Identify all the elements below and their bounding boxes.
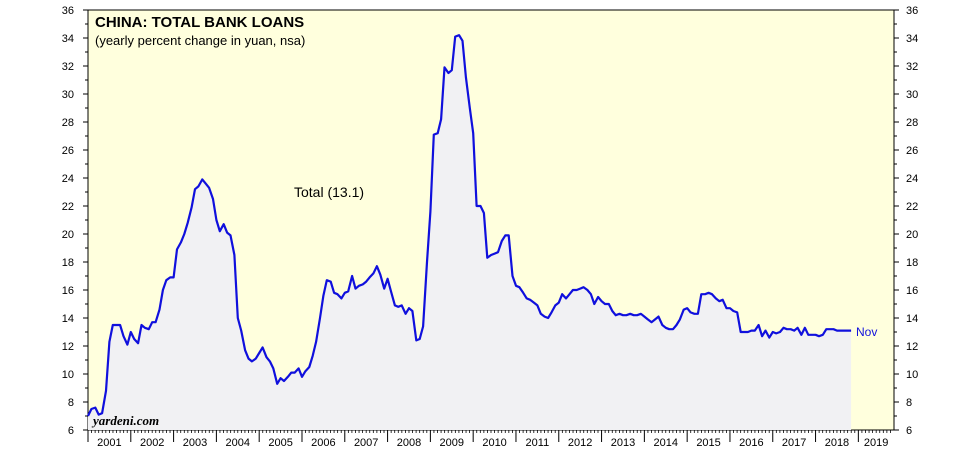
y-tick-label-left: 6 bbox=[68, 425, 74, 437]
x-tick-label: 2014 bbox=[654, 437, 678, 449]
x-tick-label: 2015 bbox=[696, 437, 720, 449]
x-tick-label: 2004 bbox=[226, 437, 250, 449]
y-tick-label-left: 12 bbox=[62, 341, 74, 353]
x-tick-label: 2013 bbox=[611, 437, 635, 449]
y-tick-label-left: 14 bbox=[62, 313, 74, 325]
x-tick-label: 2006 bbox=[311, 437, 335, 449]
y-tick-label-left: 30 bbox=[62, 89, 74, 101]
y-tick-label-left: 32 bbox=[62, 61, 74, 73]
y-tick-label-left: 10 bbox=[62, 369, 74, 381]
y-tick-label-right: 18 bbox=[906, 257, 918, 269]
y-tick-label-left: 8 bbox=[68, 397, 74, 409]
x-tick-label: 2008 bbox=[397, 437, 421, 449]
x-axis: 2001 2002 2003 2004 2005 2006 2007 2008 2009 2010… bbox=[87, 430, 891, 449]
y-tick-label-right: 14 bbox=[906, 313, 918, 325]
x-tick-label: 2002 bbox=[140, 437, 164, 449]
x-tick-label: 2016 bbox=[739, 437, 763, 449]
y-tick-label-right: 10 bbox=[906, 369, 918, 381]
y-tick-label-right: 12 bbox=[906, 341, 918, 353]
x-tick-label: 2007 bbox=[354, 437, 378, 449]
y-axis-left: 6 8 10 12 14 16 18 20 22 24 26 28 30 32 34 36 bbox=[62, 5, 88, 437]
y-tick-label-right: 16 bbox=[906, 285, 918, 297]
x-tick-label: 2017 bbox=[782, 437, 806, 449]
y-tick-label-left: 18 bbox=[62, 257, 74, 269]
source-logo: yardeni.com bbox=[91, 413, 159, 428]
y-tick-label-left: 28 bbox=[62, 117, 74, 129]
x-tick-label: 2018 bbox=[825, 437, 849, 449]
y-tick-label-right: 36 bbox=[906, 5, 918, 17]
y-tick-label-left: 34 bbox=[62, 33, 74, 45]
series-area bbox=[88, 35, 852, 430]
y-tick-label-right: 34 bbox=[906, 33, 918, 45]
y-tick-label-left: 24 bbox=[62, 173, 74, 185]
series-line bbox=[87, 34, 852, 417]
chart-title: CHINA: TOTAL BANK LOANS bbox=[95, 14, 304, 31]
series-annotation: Total (13.1) bbox=[294, 184, 364, 200]
y-tick-label-right: 8 bbox=[906, 397, 912, 409]
y-tick-label-right: 28 bbox=[906, 117, 918, 129]
y-tick-label-right: 26 bbox=[906, 145, 918, 157]
y-tick-label-left: 16 bbox=[62, 285, 74, 297]
x-tick-label: 2009 bbox=[440, 437, 464, 449]
last-value-label: Nov bbox=[856, 325, 877, 339]
chart-subtitle: (yearly percent change in yuan, nsa) bbox=[95, 33, 305, 48]
y-tick-label-right: 20 bbox=[906, 229, 918, 241]
x-tick-label: 2011 bbox=[526, 437, 550, 449]
x-tick-label: 2001 bbox=[97, 437, 121, 449]
x-tick-label: 2019 bbox=[864, 437, 888, 449]
y-tick-label-left: 20 bbox=[62, 229, 74, 241]
x-tick-label: 2005 bbox=[268, 437, 292, 449]
y-tick-label-left: 22 bbox=[62, 201, 74, 213]
y-tick-label-right: 6 bbox=[906, 425, 912, 437]
y-tick-label-left: 26 bbox=[62, 145, 74, 157]
y-tick-label-right: 30 bbox=[906, 89, 918, 101]
y-tick-label-right: 22 bbox=[906, 201, 918, 213]
y-tick-label-right: 24 bbox=[906, 173, 918, 185]
y-tick-label-right: 32 bbox=[906, 61, 918, 73]
y-axis-right: 6 8 10 12 14 16 18 20 22 24 26 28 30 32 34 36 bbox=[894, 5, 918, 437]
x-tick-label: 2010 bbox=[482, 437, 506, 449]
y-tick-label-left: 36 bbox=[62, 5, 74, 17]
x-tick-label: 2012 bbox=[568, 437, 592, 449]
x-tick-label: 2003 bbox=[183, 437, 207, 449]
